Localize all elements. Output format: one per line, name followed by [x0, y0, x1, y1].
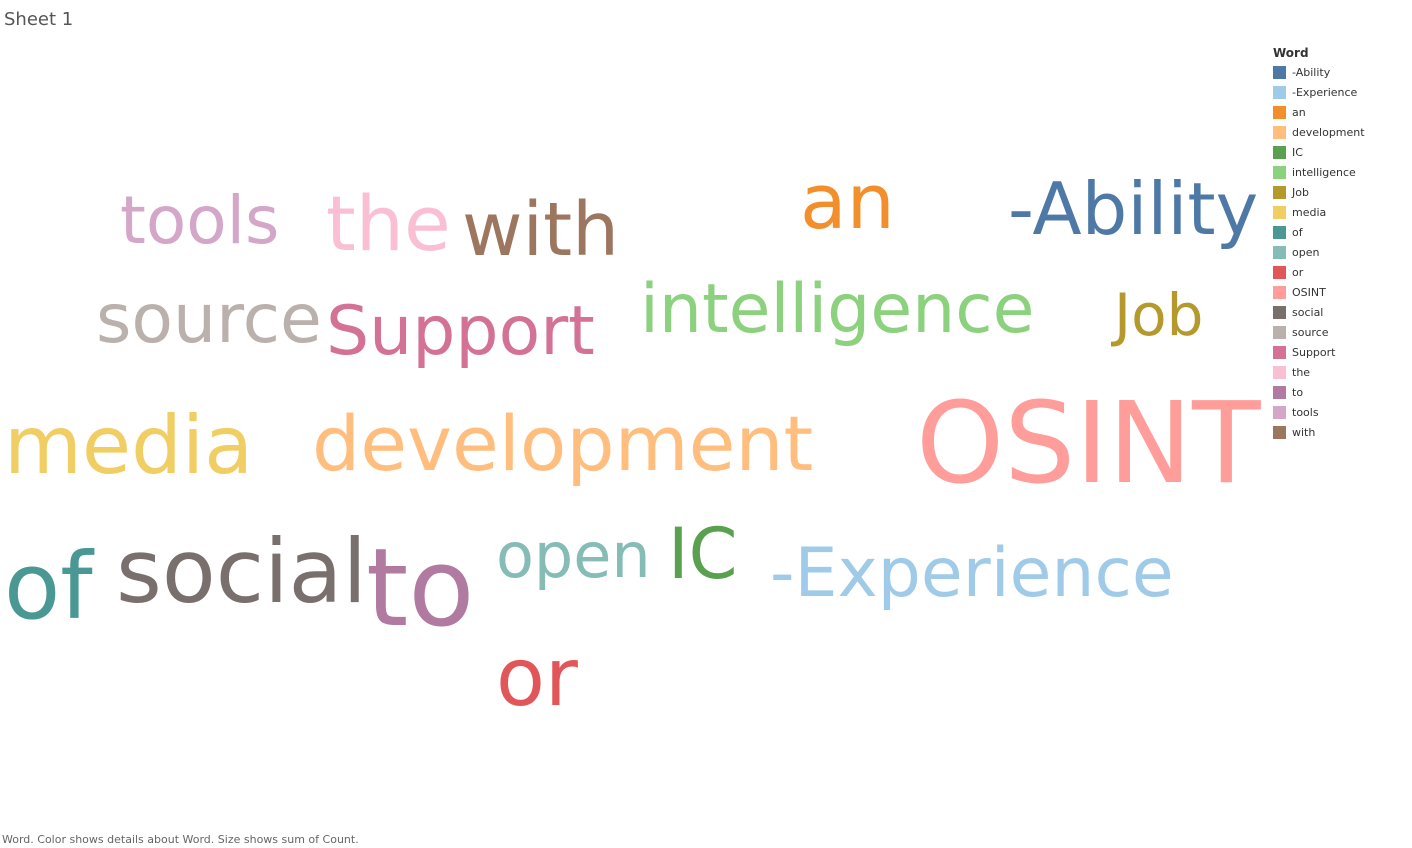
legend-item-osint[interactable]: OSINT [1273, 282, 1365, 302]
legend-label: development [1292, 125, 1365, 139]
legend-label: the [1292, 365, 1311, 379]
legend-label: -Experience [1292, 85, 1358, 99]
legend-label: or [1292, 265, 1304, 279]
word-experience[interactable]: -Experience [770, 534, 1174, 613]
legend-swatch [1273, 85, 1286, 99]
word-open[interactable]: open [496, 519, 651, 592]
legend-swatch [1273, 225, 1286, 239]
legend-item-or[interactable]: or [1273, 262, 1365, 282]
legend-label: source [1292, 325, 1329, 339]
word-or[interactable]: or [496, 631, 578, 724]
legend-label: Job [1292, 185, 1309, 199]
legend-swatch [1273, 285, 1286, 299]
legend-item-the[interactable]: the [1273, 362, 1365, 382]
legend-label: social [1292, 305, 1324, 319]
legend-swatch [1273, 265, 1286, 279]
legend-swatch [1273, 425, 1286, 439]
legend-label: an [1292, 105, 1306, 119]
legend-label: IC [1292, 145, 1303, 159]
word-support[interactable]: Support [326, 292, 595, 371]
legend-label: Support [1292, 345, 1336, 359]
legend-swatch [1273, 105, 1286, 119]
legend-swatch [1273, 145, 1286, 159]
legend-item-media[interactable]: media [1273, 202, 1365, 222]
sheet-title: Sheet 1 [4, 9, 74, 30]
word-cloud: -Ability -Experience an development IC intell… [4, 157, 1261, 724]
legend-item-intelligence[interactable]: intelligence [1273, 162, 1365, 182]
legend-item-ability[interactable]: -Ability [1273, 62, 1365, 82]
legend: Word -Ability -Experience an development IC i… [1273, 46, 1365, 442]
word-an[interactable]: an [800, 157, 895, 246]
word-the[interactable]: the [326, 179, 451, 268]
legend-item-of[interactable]: of [1273, 222, 1365, 242]
word-of[interactable]: of [4, 533, 93, 640]
word-media[interactable]: media [4, 399, 254, 492]
legend-swatch [1273, 325, 1286, 339]
word-ability[interactable]: -Ability [1008, 167, 1259, 251]
legend-label: -Ability [1292, 65, 1331, 79]
legend-item-experience[interactable]: -Experience [1273, 82, 1365, 102]
word-social[interactable]: social [116, 520, 367, 623]
legend-title: Word [1273, 46, 1309, 60]
legend-label: of [1292, 225, 1303, 239]
legend-label: tools [1292, 405, 1319, 419]
legend-swatch [1273, 65, 1286, 79]
legend-item-development[interactable]: development [1273, 122, 1365, 142]
legend-swatch [1273, 345, 1286, 359]
legend-items: -Ability -Experience an development IC intell… [1273, 62, 1365, 442]
legend-swatch [1273, 245, 1286, 259]
legend-label: OSINT [1292, 285, 1326, 299]
legend-item-to[interactable]: to [1273, 382, 1365, 402]
legend-swatch [1273, 385, 1286, 399]
legend-item-open[interactable]: open [1273, 242, 1365, 262]
legend-item-social[interactable]: social [1273, 302, 1365, 322]
legend-swatch [1273, 205, 1286, 219]
legend-swatch [1273, 365, 1286, 379]
legend-swatch [1273, 405, 1286, 419]
word-ic[interactable]: IC [668, 513, 738, 595]
word-osint[interactable]: OSINT [916, 379, 1261, 509]
legend-label: open [1292, 245, 1320, 259]
word-job[interactable]: Job [1114, 281, 1204, 349]
word-source[interactable]: source [96, 280, 322, 359]
legend-label: with [1292, 425, 1316, 439]
legend-item-ic[interactable]: IC [1273, 142, 1365, 162]
legend-item-tools[interactable]: tools [1273, 402, 1365, 422]
word-development[interactable]: development [312, 399, 814, 488]
legend-item-an[interactable]: an [1273, 102, 1365, 122]
word-to[interactable]: to [366, 526, 475, 651]
legend-swatch [1273, 305, 1286, 319]
legend-swatch [1273, 185, 1286, 199]
legend-item-job[interactable]: Job [1273, 182, 1365, 202]
word-intelligence[interactable]: intelligence [640, 270, 1035, 349]
legend-label: to [1292, 385, 1304, 399]
legend-item-source[interactable]: source [1273, 322, 1365, 342]
legend-item-with[interactable]: with [1273, 422, 1365, 442]
chart-caption: Word. Color shows details about Word. Si… [2, 833, 359, 846]
legend-label: media [1292, 205, 1327, 219]
legend-item-support[interactable]: Support [1273, 342, 1365, 362]
legend-label: intelligence [1292, 165, 1356, 179]
word-tools[interactable]: tools [120, 182, 280, 259]
legend-swatch [1273, 165, 1286, 179]
legend-swatch [1273, 125, 1286, 139]
word-with[interactable]: with [462, 187, 619, 273]
